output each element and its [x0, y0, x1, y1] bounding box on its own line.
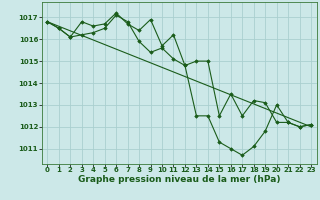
X-axis label: Graphe pression niveau de la mer (hPa): Graphe pression niveau de la mer (hPa)	[78, 175, 280, 184]
